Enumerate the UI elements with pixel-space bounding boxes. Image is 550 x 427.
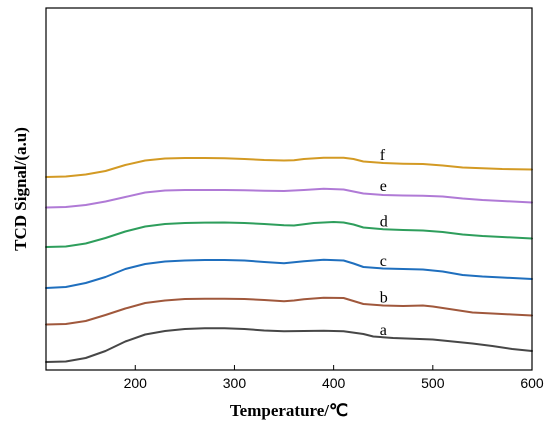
series-label-c: c <box>380 253 387 270</box>
x-tick-label: 200 <box>124 375 148 391</box>
series-label-a: a <box>380 322 387 339</box>
x-tick-label: 400 <box>322 375 346 391</box>
series-label-d: d <box>380 214 388 231</box>
x-axis: 200 300 400 500 600 <box>124 365 544 391</box>
series-label-f: f <box>380 147 386 164</box>
plot-frame <box>45 7 533 371</box>
series-line-a <box>45 327 533 363</box>
x-axis-title: Temperature/℃ <box>230 401 348 420</box>
series-line-d <box>45 221 533 248</box>
series-line-b <box>45 296 533 326</box>
series-label-e: e <box>380 178 387 195</box>
y-axis-title: TCD Signal/(a.u) <box>11 127 30 251</box>
series-line-e <box>45 187 533 209</box>
x-tick-label: 600 <box>520 375 544 391</box>
series-layer: ab c d ef <box>45 147 533 363</box>
series-label-b: b <box>380 290 388 307</box>
x-tick-label: 500 <box>421 375 445 391</box>
series-line-f <box>45 156 533 178</box>
x-tick-label: 300 <box>223 375 247 391</box>
series-line-c <box>45 258 533 289</box>
